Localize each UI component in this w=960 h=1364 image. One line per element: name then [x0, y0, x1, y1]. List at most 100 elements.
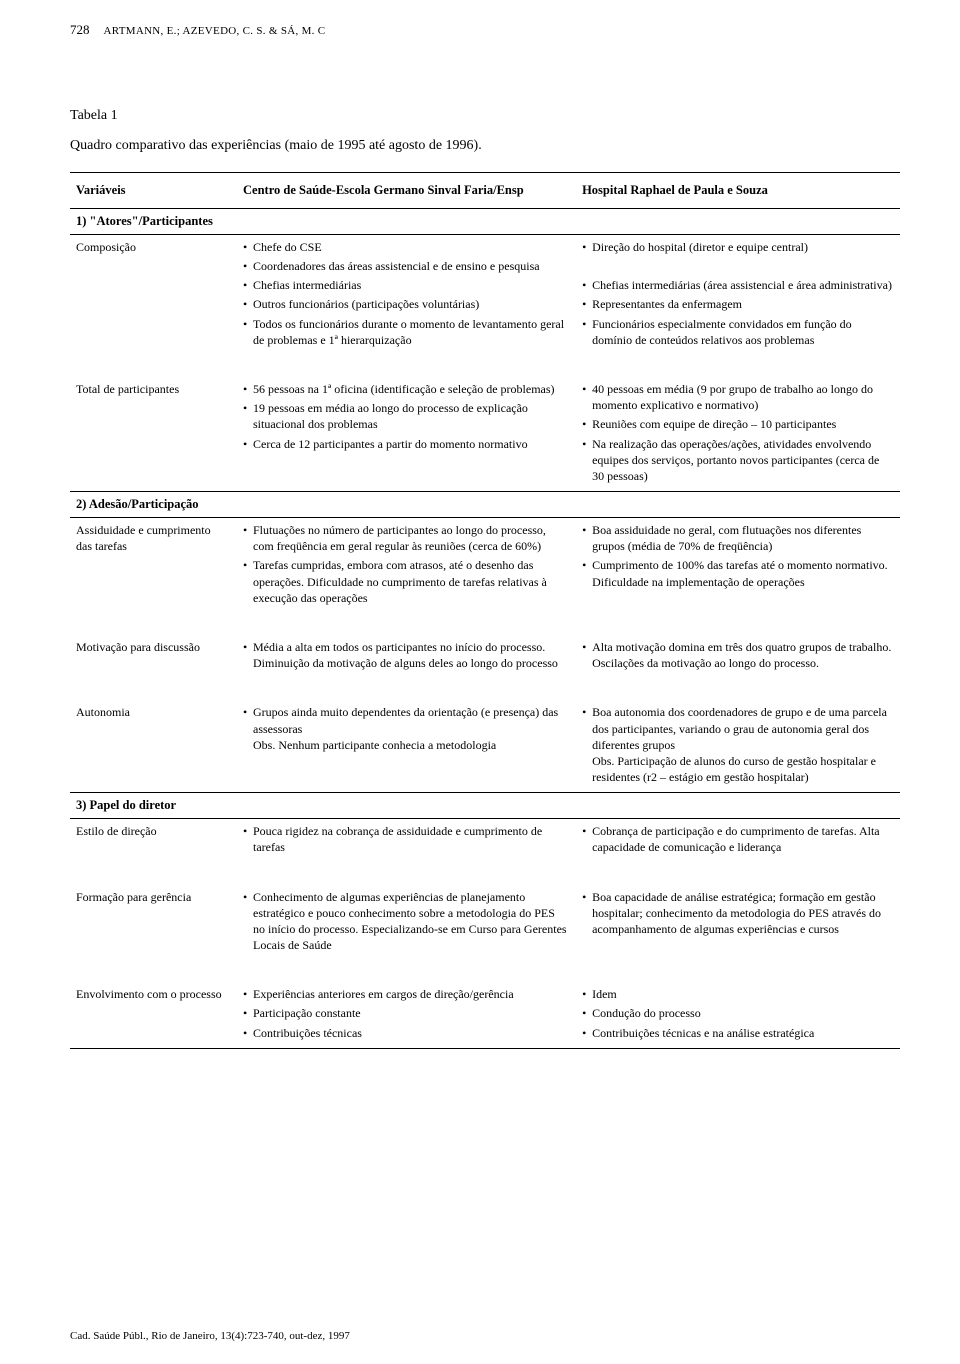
variable-cell: Assiduidade e cumprimento das tarefas: [70, 518, 237, 613]
centro-a-item: Coordenadores das áreas assistencial e d…: [243, 258, 568, 274]
variable-cell: Estilo de direção: [70, 819, 237, 863]
centro-b-item: Boa capacidade de análise estratégica; f…: [582, 889, 892, 938]
centro-b-cell: Boa autonomia dos coordenadores de grupo…: [576, 700, 900, 792]
centro-a-list: Grupos ainda muito dependentes da orient…: [243, 704, 568, 753]
centro-b-list: Alta motivação domina em três dos quatro…: [582, 639, 892, 671]
table-row: Formação para gerênciaConhecimento de al…: [70, 885, 900, 961]
centro-b-item: Cobrança de participação e do cumpriment…: [582, 823, 892, 855]
centro-b-cell: Direção do hospital (diretor e equipe ce…: [576, 234, 900, 355]
table-row: Assiduidade e cumprimento das tarefasFlu…: [70, 518, 900, 613]
centro-a-item: Outros funcionários (participações volun…: [243, 296, 568, 312]
spacer-row: [70, 960, 900, 982]
spacer-row: [70, 613, 900, 635]
centro-a-item: Tarefas cumpridas, embora com atrasos, a…: [243, 557, 568, 606]
centro-b-item: Representantes da enfermagem: [582, 296, 892, 312]
section-heading-row: 3) Papel do diretor: [70, 793, 900, 819]
table-row: Estilo de direçãoPouca rigidez na cobran…: [70, 819, 900, 863]
centro-b-list: Direção do hospital (diretor e equipe ce…: [582, 239, 892, 348]
table-row: Envolvimento com o processo Experiências …: [70, 982, 900, 1048]
centro-a-list: Média a alta em todos os participantes n…: [243, 639, 568, 671]
centro-a-list: Conhecimento de algumas experiências de …: [243, 889, 568, 954]
centro-b-item: Reuniões com equipe de direção – 10 part…: [582, 416, 892, 432]
table-caption: Quadro comparativo das experiências (mai…: [70, 138, 900, 154]
spacer-row: [70, 863, 900, 885]
centro-b-item: Cumprimento de 100% das tarefas até o mo…: [582, 557, 892, 589]
centro-b-list: Cobrança de participação e do cumpriment…: [582, 823, 892, 855]
centro-a-cell: Grupos ainda muito dependentes da orient…: [237, 700, 576, 792]
comparative-table: Variáveis Centro de Saúde-Escola Germano…: [70, 172, 900, 1049]
header-authors: ARTMANN, E.; AZEVEDO, C. S. & SÁ, M. C: [104, 25, 326, 37]
centro-b-list: Boa capacidade de análise estratégica; f…: [582, 889, 892, 938]
centro-a-item: Média a alta em todos os participantes n…: [243, 639, 568, 671]
centro-b-item: Chefias intermediárias (área assistencia…: [582, 277, 892, 293]
variable-cell: Total de participantes: [70, 377, 237, 492]
centro-a-item: Contribuições técnicas: [243, 1025, 568, 1041]
centro-a-cell: Conhecimento de algumas experiências de …: [237, 885, 576, 961]
centro-a-list: Pouca rigidez na cobrança de assiduidade…: [243, 823, 568, 855]
centro-b-cell: Idem Condução do processo Contribuições té…: [576, 982, 900, 1048]
centro-b-item: Idem: [582, 986, 892, 1002]
paper-page: 728 ARTMANN, E.; AZEVEDO, C. S. & SÁ, M.…: [0, 0, 960, 1364]
table-row: AutonomiaGrupos ainda muito dependentes …: [70, 700, 900, 792]
centro-a-list: 56 pessoas na 1ª oficina (identificação …: [243, 381, 568, 452]
centro-a-item: 56 pessoas na 1ª oficina (identificação …: [243, 381, 568, 397]
centro-b-list: Boa autonomia dos coordenadores de grupo…: [582, 704, 892, 785]
centro-b-item: Contribuições técnicas e na análise estr…: [582, 1025, 892, 1041]
centro-a-cell: Média a alta em todos os participantes n…: [237, 635, 576, 678]
table-label: Tabela 1: [70, 108, 900, 124]
centro-a-list: Chefe do CSE Coordenadores das áreas assi…: [243, 239, 568, 348]
centro-b-item: 40 pessoas em média (9 por grupo de trab…: [582, 381, 892, 413]
centro-b-list: 40 pessoas em média (9 por grupo de trab…: [582, 381, 892, 484]
table-row: Total de participantes 56 pessoas na 1ª o…: [70, 377, 900, 492]
centro-a-item: Experiências anteriores em cargos de dir…: [243, 986, 568, 1002]
centro-a-item: Participação constante: [243, 1005, 568, 1021]
section-heading-row: 2) Adesão/Participação: [70, 492, 900, 518]
centro-a-cell: 56 pessoas na 1ª oficina (identificação …: [237, 377, 576, 492]
centro-b-item: Na realização das operações/ações, ativi…: [582, 436, 892, 485]
centro-a-list: Experiências anteriores em cargos de dir…: [243, 986, 568, 1041]
variable-cell: Composição: [70, 234, 237, 355]
centro-b-item: Condução do processo: [582, 1005, 892, 1021]
centro-a-item: Chefias intermediárias: [243, 277, 568, 293]
col-head-centro-b: Hospital Raphael de Paula e Souza: [576, 173, 900, 209]
variable-cell: Envolvimento com o processo: [70, 982, 237, 1048]
centro-a-item: 19 pessoas em média ao longo do processo…: [243, 400, 568, 432]
centro-b-cell: Cobrança de participação e do cumpriment…: [576, 819, 900, 863]
centro-a-cell: Experiências anteriores em cargos de dir…: [237, 982, 576, 1048]
table-header-row: Variáveis Centro de Saúde-Escola Germano…: [70, 173, 900, 209]
centro-b-cell: Boa capacidade de análise estratégica; f…: [576, 885, 900, 961]
section-heading-row: 1) "Atores"/Participantes: [70, 209, 900, 235]
centro-a-item: Pouca rigidez na cobrança de assiduidade…: [243, 823, 568, 855]
page-number: 728: [70, 22, 90, 38]
centro-b-cell: Boa assiduidade no geral, com flutuações…: [576, 518, 900, 613]
centro-b-item: Boa autonomia dos coordenadores de grupo…: [582, 704, 892, 785]
centro-a-list: Flutuações no número de participantes ao…: [243, 522, 568, 606]
centro-a-item: Chefe do CSE: [243, 239, 568, 255]
running-header: 728 ARTMANN, E.; AZEVEDO, C. S. & SÁ, M.…: [70, 22, 900, 38]
section-heading: 2) Adesão/Participação: [70, 492, 900, 518]
centro-b-cell: Alta motivação domina em três dos quatro…: [576, 635, 900, 678]
centro-a-item: Cerca de 12 participantes a partir do mo…: [243, 436, 568, 452]
centro-a-cell: Flutuações no número de participantes ao…: [237, 518, 576, 613]
centro-b-item: Alta motivação domina em três dos quatro…: [582, 639, 892, 671]
centro-b-list: Boa assiduidade no geral, com flutuações…: [582, 522, 892, 590]
variable-cell: Motivação para discussão: [70, 635, 237, 678]
centro-b-list: Idem Condução do processo Contribuições té…: [582, 986, 892, 1041]
centro-a-item: Todos os funcionários durante o momento …: [243, 316, 568, 348]
centro-a-item: Conhecimento de algumas experiências de …: [243, 889, 568, 954]
centro-b-item: Funcionários especialmente convidados em…: [582, 316, 892, 348]
col-head-variaveis: Variáveis: [70, 173, 237, 209]
footer-citation: Cad. Saúde Públ., Rio de Janeiro, 13(4):…: [70, 1330, 350, 1342]
centro-b-cell: 40 pessoas em média (9 por grupo de trab…: [576, 377, 900, 492]
table-row: Motivação para discussãoMédia a alta em …: [70, 635, 900, 678]
centro-a-cell: Chefe do CSE Coordenadores das áreas assi…: [237, 234, 576, 355]
spacer-row: [70, 355, 900, 377]
variable-cell: Autonomia: [70, 700, 237, 792]
centro-a-item: Grupos ainda muito dependentes da orient…: [243, 704, 568, 753]
spacer-row: [70, 678, 900, 700]
variable-cell: Formação para gerência: [70, 885, 237, 961]
centro-a-cell: Pouca rigidez na cobrança de assiduidade…: [237, 819, 576, 863]
centro-b-item: Direção do hospital (diretor e equipe ce…: [582, 239, 892, 255]
centro-b-item: Boa assiduidade no geral, com flutuações…: [582, 522, 892, 554]
col-head-centro-a: Centro de Saúde-Escola Germano Sinval Fa…: [237, 173, 576, 209]
